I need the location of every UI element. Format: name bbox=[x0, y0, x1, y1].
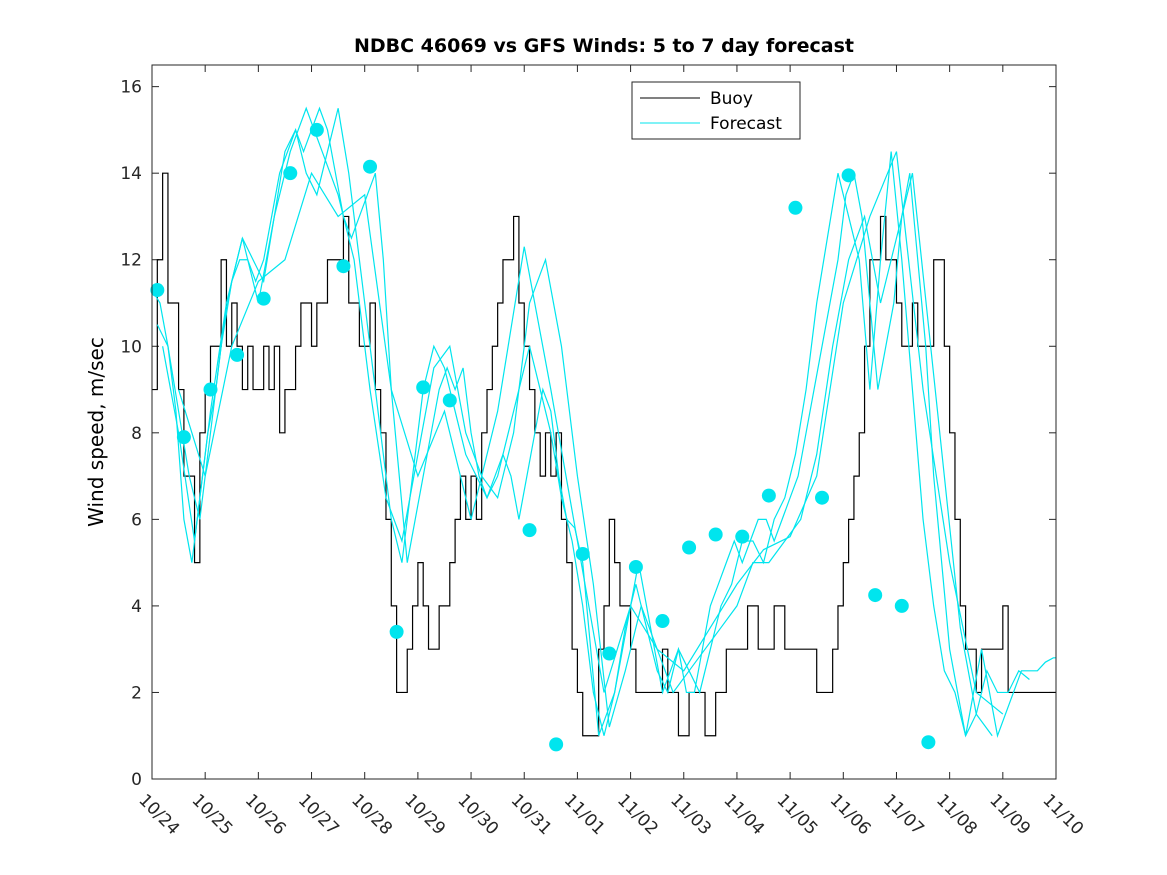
chart-title: NDBC 46069 vs GFS Winds: 5 to 7 day fore… bbox=[354, 35, 854, 57]
forecast-marker bbox=[921, 735, 936, 750]
forecast-marker bbox=[868, 588, 883, 603]
forecast-marker bbox=[309, 122, 324, 137]
forecast-markers bbox=[150, 122, 936, 752]
forecast-marker bbox=[708, 527, 723, 542]
y-tick-label: 2 bbox=[131, 683, 142, 703]
forecast-marker bbox=[256, 291, 271, 306]
forecast-marker bbox=[363, 159, 378, 174]
buoy-line bbox=[152, 172, 1056, 737]
y-tick-label: 0 bbox=[131, 770, 142, 790]
plot-series bbox=[152, 106, 1056, 738]
legend-forecast-label: Forecast bbox=[710, 114, 782, 134]
y-tick-label: 6 bbox=[131, 510, 142, 530]
forecast-marker bbox=[203, 382, 218, 397]
y-axis-label: Wind speed, m/sec bbox=[84, 337, 108, 527]
y-tick-label: 14 bbox=[120, 164, 142, 184]
forecast-marker bbox=[894, 598, 909, 613]
forecast-marker bbox=[416, 380, 431, 395]
forecast-marker bbox=[602, 646, 617, 661]
forecast-marker bbox=[575, 546, 590, 561]
forecast-marker bbox=[655, 614, 670, 629]
forecast-marker bbox=[628, 559, 643, 574]
y-tick-label: 10 bbox=[120, 337, 142, 357]
forecast-line-4 bbox=[178, 151, 1004, 715]
forecast-marker bbox=[522, 523, 537, 538]
forecast-line-1 bbox=[152, 106, 1056, 738]
y-tick-label: 16 bbox=[120, 78, 142, 98]
forecast-marker bbox=[442, 393, 457, 408]
forecast-marker bbox=[230, 347, 245, 362]
forecast-marker bbox=[761, 488, 776, 503]
legend: Buoy Forecast bbox=[631, 81, 801, 140]
forecast-marker bbox=[150, 283, 165, 298]
forecast-marker bbox=[389, 624, 404, 639]
forecast-marker bbox=[336, 259, 351, 274]
y-tick-label: 12 bbox=[120, 251, 142, 271]
forecast-marker bbox=[841, 168, 856, 183]
legend-box bbox=[631, 81, 801, 140]
forecast-line-3 bbox=[162, 106, 993, 737]
y-tick-label: 8 bbox=[131, 424, 142, 444]
forecast-marker bbox=[549, 737, 564, 752]
forecast-marker bbox=[735, 529, 750, 544]
legend-buoy-label: Buoy bbox=[710, 89, 753, 109]
forecast-marker bbox=[788, 200, 803, 215]
y-tick-label: 4 bbox=[131, 597, 142, 617]
forecast-marker bbox=[815, 490, 830, 505]
plot-area-frame bbox=[151, 64, 1057, 780]
forecast-line-2 bbox=[156, 108, 1030, 738]
forecast-marker bbox=[176, 430, 191, 445]
forecast-marker bbox=[682, 540, 697, 555]
forecast-marker bbox=[283, 166, 298, 181]
